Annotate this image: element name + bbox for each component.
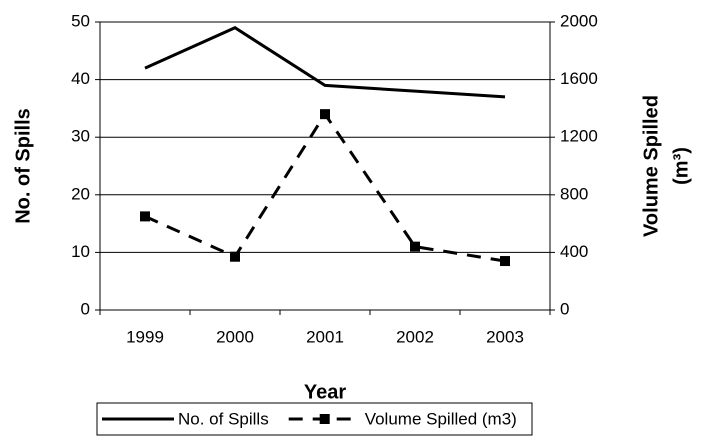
x-tick-label: 2002: [396, 327, 434, 346]
y-tick-label: 40: [71, 69, 90, 88]
y2-tick-label: 1200: [560, 127, 598, 146]
y-tick-label: 20: [71, 184, 90, 203]
y2-tick-label: 2000: [560, 11, 598, 30]
series-line: [144, 111, 506, 263]
marker: [500, 256, 510, 267]
marker: [410, 241, 420, 252]
y2-tick-label: 0: [560, 299, 569, 318]
y-axis-title: No. of Spills: [12, 108, 34, 224]
x-tick-label: 1999: [126, 327, 164, 346]
series-line: [144, 26, 506, 99]
x-tick-label: 2001: [306, 327, 344, 346]
y-tick-label: 50: [71, 11, 90, 30]
y2-tick-label: 800: [560, 184, 588, 203]
marker: [230, 251, 240, 262]
y-tick-label: 30: [71, 127, 90, 146]
y2-tick-label: 1600: [560, 69, 598, 88]
y2-axis-title: (m³): [670, 147, 692, 185]
y-tick-label: 0: [81, 299, 90, 318]
legend-label: No. of Spills: [178, 409, 269, 428]
x-tick-label: 2000: [216, 327, 254, 346]
y2-tick-label: 400: [560, 242, 588, 261]
y2-axis-title: Volume Spilled: [640, 95, 662, 237]
x-tick-label: 2003: [486, 327, 524, 346]
legend-label: Volume Spilled (m3): [365, 409, 517, 428]
marker: [320, 109, 330, 120]
legend-marker: [319, 414, 330, 424]
x-axis-title: Year: [304, 381, 346, 403]
marker: [140, 211, 150, 222]
y-tick-label: 10: [71, 242, 90, 261]
